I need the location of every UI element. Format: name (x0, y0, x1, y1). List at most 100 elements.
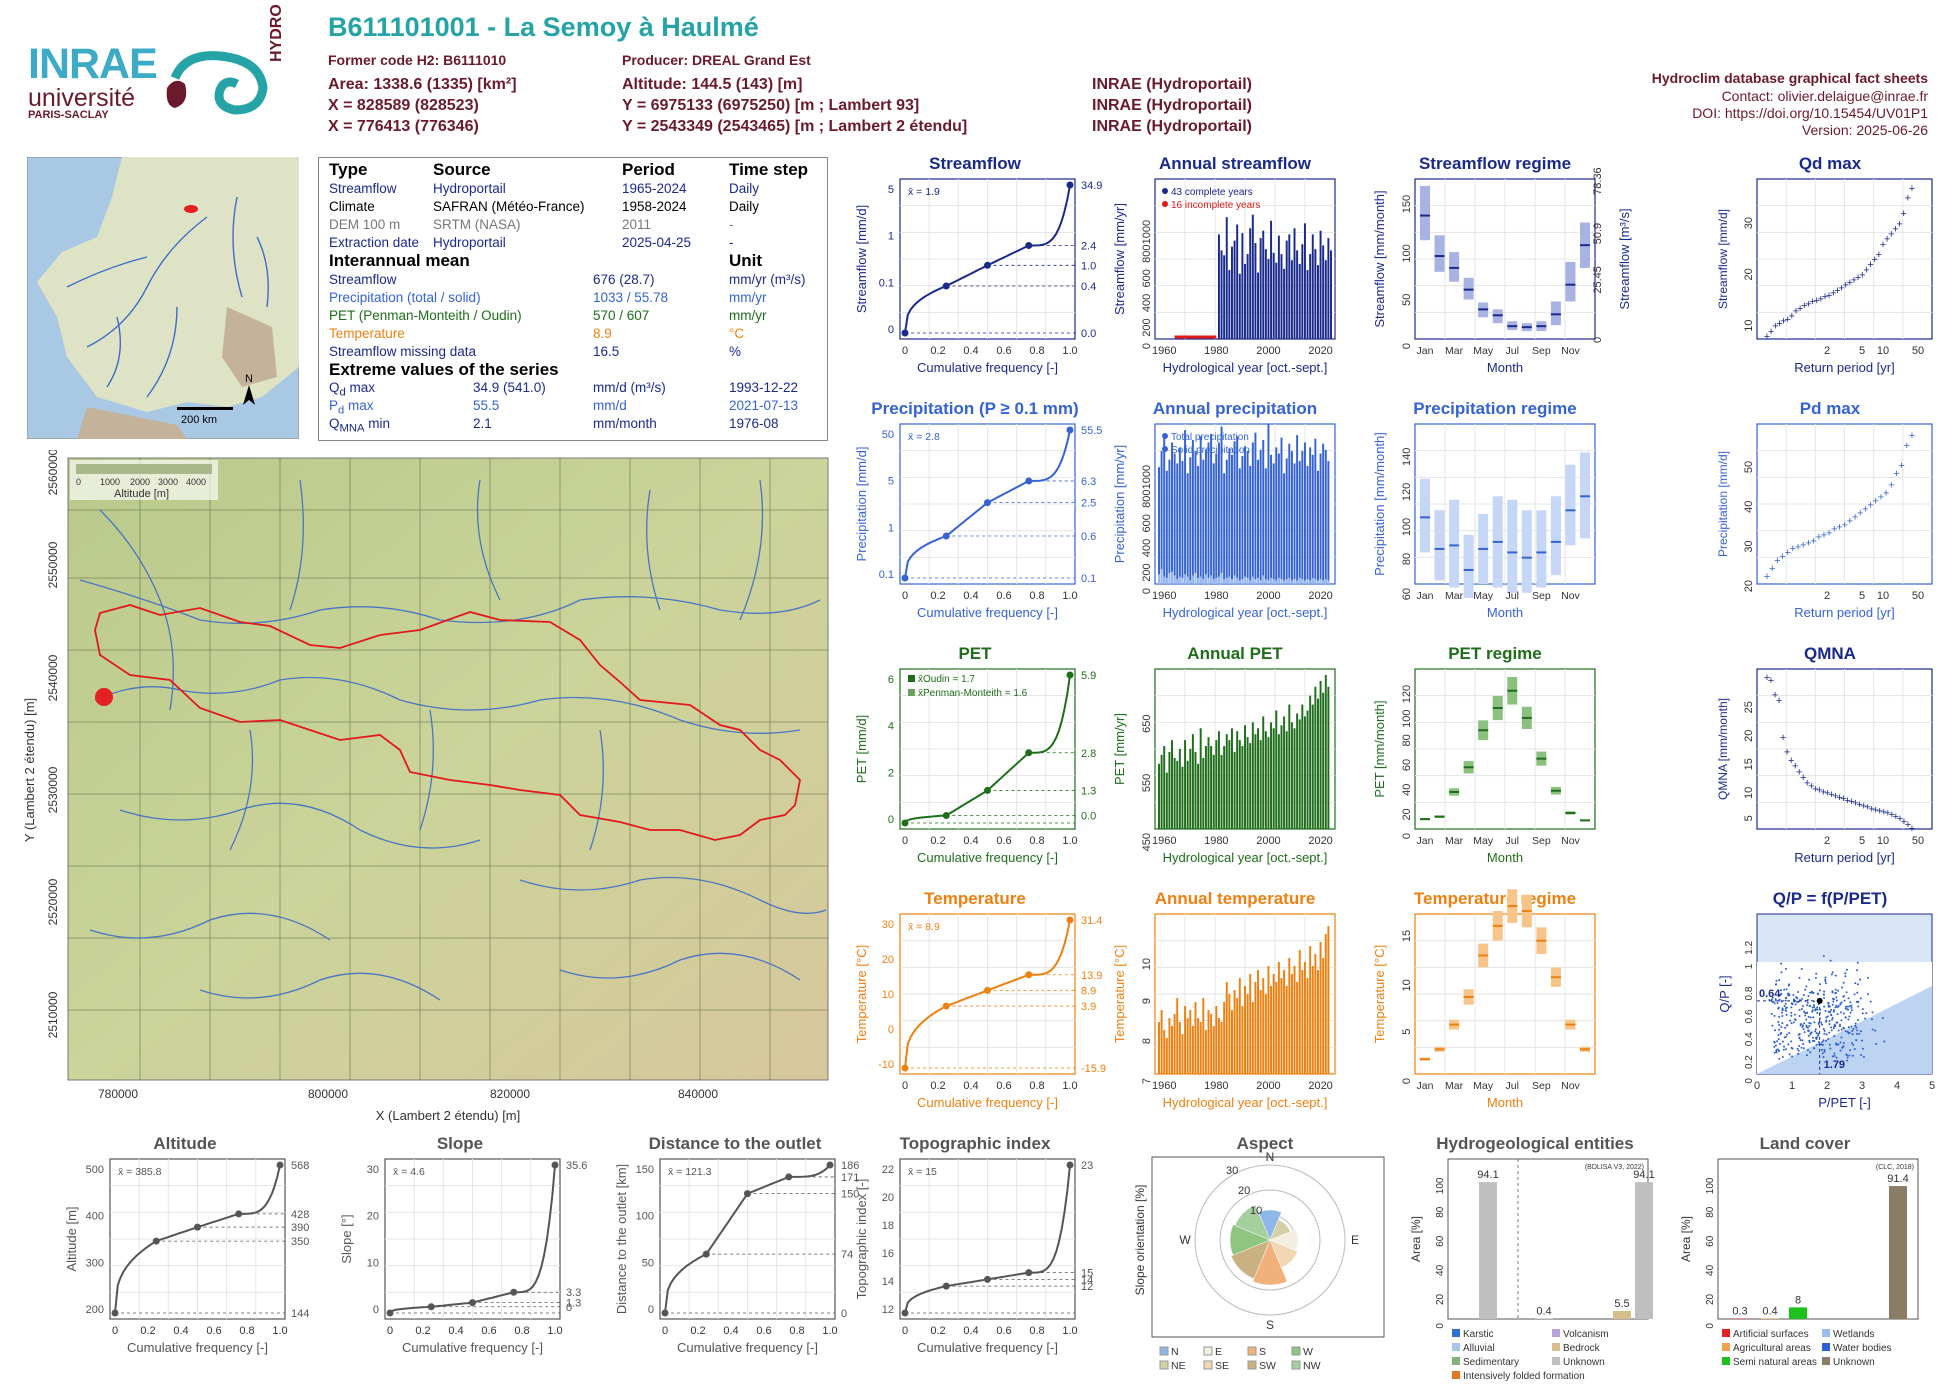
x-tick: 0 (902, 1325, 908, 1337)
scatter-dot (1845, 991, 1848, 994)
quantile-point (111, 1309, 119, 1317)
x-tick: 0.6 (206, 1325, 221, 1337)
right-tick: -15.9 (1081, 1063, 1106, 1075)
scatter-dot (1844, 1016, 1847, 1019)
category-bar (1479, 1182, 1497, 1319)
scatter-dot (1861, 1047, 1864, 1050)
box (1434, 235, 1445, 272)
right-tick: 0.1 (1081, 573, 1096, 585)
right-tick: 74 (841, 1249, 853, 1261)
month-tick: Mar (1445, 345, 1464, 357)
y-axis-label: QMNA [mm/month] (1716, 698, 1730, 800)
x-tick: 1980 (1204, 835, 1228, 847)
scatter-dot (1775, 979, 1778, 982)
legend-marker (1162, 433, 1168, 439)
chart-title: Precipitation regime (1413, 399, 1576, 418)
year-bar (1267, 259, 1270, 339)
scatter-dot (1823, 997, 1826, 1000)
year-bar (1244, 986, 1246, 1074)
year-bar (1238, 740, 1241, 829)
y-tick: 0 (1401, 343, 1413, 349)
scatter-dot (1780, 1026, 1783, 1029)
scatter-dot (1866, 993, 1869, 996)
version: Version: 2025-06-26 (1801, 122, 1928, 138)
source-label: (CLC, 2018) (1876, 1164, 1914, 1171)
ext-unit: mm/month (593, 416, 657, 431)
scatter-dot (1804, 1014, 1807, 1017)
year-bar (1220, 754, 1223, 829)
solid-bar (1251, 576, 1254, 584)
year-bar (1228, 994, 1231, 1074)
pet_regime-chart: PET regime Jan Mar May Jul Sep Nov 0 20 40 60 80 100… (1372, 644, 1596, 865)
chart-title: Hydrogeological entities (1436, 1134, 1633, 1153)
data-point: + (1828, 789, 1834, 801)
scatter-dot (1830, 1029, 1833, 1032)
solid-bar (1173, 575, 1176, 584)
scatter-dot (1848, 1054, 1851, 1057)
scatter-dot (1801, 1039, 1804, 1042)
bar-value: 0.4 (1762, 1305, 1777, 1317)
scatter-dot (1838, 1025, 1841, 1028)
x-axis-label: Hydrological year [oct.-sept.] (1163, 360, 1328, 375)
year-bar (1272, 974, 1275, 1074)
quantile-point (510, 1288, 518, 1296)
x-tick: 0.4 (448, 1325, 463, 1337)
left-tick: 50 (642, 1257, 654, 1269)
data-point: + (1838, 282, 1844, 294)
y-axis-label: Slope [°] (339, 1214, 354, 1263)
map-ytick: 2560000 (46, 450, 60, 495)
scatter-dot (1871, 1011, 1874, 1014)
scatter-dot (1849, 1001, 1852, 1004)
legend-swatch (1291, 1346, 1301, 1356)
scatter-dot (1830, 973, 1833, 976)
solid-bar (1194, 572, 1197, 584)
right-tick: 0 (1592, 337, 1604, 343)
y-tick: 20 (1705, 1293, 1716, 1305)
scatter-dot (1850, 1009, 1853, 1012)
mean-cell: 16.5 (593, 344, 620, 359)
quantile-point (1066, 426, 1074, 434)
y-tick: 120 (1401, 483, 1413, 501)
data-point: + (1812, 783, 1818, 795)
legend-swatch (1291, 1360, 1301, 1370)
legend-tick: 4000 (186, 477, 206, 487)
scatter-dot (1799, 1039, 1802, 1042)
data-point: + (1905, 819, 1911, 831)
data-point: + (1780, 732, 1786, 744)
scatter-dot (1778, 1042, 1781, 1045)
year-bar (1267, 737, 1270, 829)
scatter-dot (1834, 992, 1837, 995)
solid-bar (1254, 579, 1257, 584)
scatter-dot (1785, 1033, 1788, 1036)
mean-label: x̄ = 2.8 (908, 431, 940, 443)
year-bar (1319, 680, 1322, 829)
y-tick: 20 (1743, 268, 1755, 280)
scatter-dot (1793, 1018, 1796, 1021)
scatter-dot (1856, 983, 1859, 986)
scatter-dot (1814, 1030, 1817, 1033)
left-tick: 22 (882, 1164, 894, 1176)
scatter-dot (1821, 1023, 1824, 1026)
scatter-dot (1853, 1048, 1856, 1051)
hydro-logo-icon (166, 51, 268, 115)
scatter-dot (1856, 1000, 1859, 1003)
info-cell: SRTM (NASA) (433, 217, 521, 232)
h-period: Period (622, 160, 675, 179)
y-tick: 650 (1141, 714, 1153, 732)
map-xtick: 780000 (98, 1087, 138, 1101)
data-point: + (1796, 766, 1802, 778)
ext-label: Pd max (329, 398, 374, 417)
scatter-dot (1773, 1002, 1776, 1005)
x-tick: 0 (387, 1325, 393, 1337)
data-point: + (1898, 460, 1904, 472)
scatter-dot (1802, 1010, 1805, 1013)
scatter-dot (1842, 995, 1845, 998)
ext-date: 1993-12-22 (729, 380, 799, 395)
x-tick: 0.2 (930, 345, 945, 357)
solid-bar (1264, 579, 1267, 584)
y-tick: 80 (1401, 553, 1413, 565)
solid-bar (1202, 579, 1205, 584)
right-tick: 1.0 (1081, 260, 1096, 272)
